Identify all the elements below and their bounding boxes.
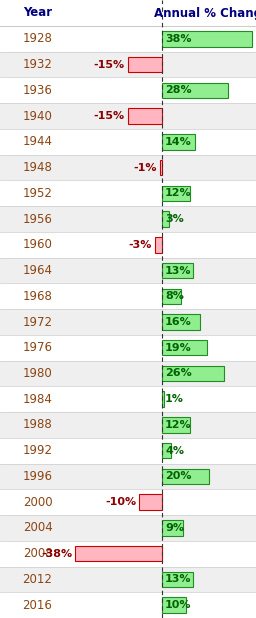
Text: 4%: 4% [165, 446, 184, 455]
FancyBboxPatch shape [75, 546, 162, 561]
FancyBboxPatch shape [0, 258, 256, 284]
FancyBboxPatch shape [0, 206, 256, 232]
Text: 28%: 28% [165, 85, 192, 95]
FancyBboxPatch shape [0, 232, 256, 258]
Text: 9%: 9% [165, 523, 184, 533]
FancyBboxPatch shape [155, 237, 162, 253]
Text: 2004: 2004 [23, 522, 52, 535]
FancyBboxPatch shape [162, 340, 207, 355]
FancyBboxPatch shape [0, 412, 256, 438]
FancyBboxPatch shape [0, 567, 256, 592]
Text: 14%: 14% [165, 137, 192, 147]
Text: 2012: 2012 [23, 573, 52, 586]
FancyBboxPatch shape [0, 154, 256, 180]
FancyBboxPatch shape [162, 83, 228, 98]
Text: 1996: 1996 [23, 470, 52, 483]
FancyBboxPatch shape [0, 438, 256, 464]
FancyBboxPatch shape [0, 541, 256, 567]
FancyBboxPatch shape [162, 185, 190, 201]
FancyBboxPatch shape [0, 515, 256, 541]
FancyBboxPatch shape [0, 361, 256, 386]
FancyBboxPatch shape [0, 180, 256, 206]
Text: 1944: 1944 [23, 135, 52, 148]
FancyBboxPatch shape [0, 129, 256, 154]
Text: 13%: 13% [165, 574, 191, 585]
Text: Annual % Change: Annual % Change [154, 7, 256, 20]
Text: 2016: 2016 [23, 599, 52, 612]
FancyBboxPatch shape [162, 520, 183, 536]
FancyBboxPatch shape [162, 315, 200, 330]
FancyBboxPatch shape [0, 489, 256, 515]
Text: 1952: 1952 [23, 187, 52, 200]
Text: 1936: 1936 [23, 84, 52, 97]
FancyBboxPatch shape [162, 263, 193, 278]
FancyBboxPatch shape [0, 26, 256, 52]
Text: -3%: -3% [129, 240, 152, 250]
FancyBboxPatch shape [139, 494, 162, 510]
FancyBboxPatch shape [162, 211, 169, 227]
Text: 13%: 13% [165, 266, 191, 276]
FancyBboxPatch shape [128, 108, 162, 124]
FancyBboxPatch shape [0, 103, 256, 129]
FancyBboxPatch shape [162, 366, 223, 381]
Text: 2008: 2008 [23, 547, 52, 560]
FancyBboxPatch shape [162, 417, 190, 433]
Text: Year: Year [23, 7, 52, 20]
Text: 1968: 1968 [23, 290, 52, 303]
FancyBboxPatch shape [162, 391, 164, 407]
FancyBboxPatch shape [0, 0, 256, 26]
FancyBboxPatch shape [0, 592, 256, 618]
FancyBboxPatch shape [0, 284, 256, 309]
FancyBboxPatch shape [0, 464, 256, 489]
Text: 1948: 1948 [23, 161, 52, 174]
Text: 1984: 1984 [23, 392, 52, 406]
FancyBboxPatch shape [162, 134, 195, 150]
Text: 1972: 1972 [23, 316, 52, 329]
Text: 10%: 10% [165, 600, 191, 610]
Text: 12%: 12% [165, 188, 192, 198]
Text: 1976: 1976 [23, 341, 52, 354]
FancyBboxPatch shape [162, 443, 172, 459]
Text: 16%: 16% [165, 317, 192, 327]
Text: 1964: 1964 [23, 264, 52, 277]
Text: 12%: 12% [165, 420, 192, 430]
Text: 1988: 1988 [23, 418, 52, 431]
Text: 19%: 19% [165, 343, 192, 353]
Text: 1980: 1980 [23, 367, 52, 380]
Text: -15%: -15% [93, 111, 125, 121]
FancyBboxPatch shape [0, 386, 256, 412]
Text: 1940: 1940 [23, 109, 52, 122]
FancyBboxPatch shape [162, 572, 193, 587]
Text: 8%: 8% [165, 291, 184, 301]
FancyBboxPatch shape [0, 309, 256, 335]
Text: 3%: 3% [165, 214, 184, 224]
FancyBboxPatch shape [162, 468, 209, 484]
FancyBboxPatch shape [160, 160, 162, 176]
Text: 1960: 1960 [23, 239, 52, 252]
FancyBboxPatch shape [162, 289, 181, 304]
Text: -10%: -10% [105, 497, 136, 507]
Text: -38%: -38% [41, 549, 72, 559]
FancyBboxPatch shape [0, 52, 256, 77]
Text: 1%: 1% [165, 394, 184, 404]
Text: 1928: 1928 [23, 32, 52, 45]
Text: 1932: 1932 [23, 58, 52, 71]
FancyBboxPatch shape [162, 598, 186, 613]
Text: -1%: -1% [133, 163, 157, 172]
Text: 26%: 26% [165, 368, 192, 378]
Text: 2000: 2000 [23, 496, 52, 509]
FancyBboxPatch shape [0, 335, 256, 361]
Text: 1956: 1956 [23, 213, 52, 226]
FancyBboxPatch shape [128, 57, 162, 72]
Text: 20%: 20% [165, 472, 191, 481]
FancyBboxPatch shape [162, 31, 252, 46]
FancyBboxPatch shape [0, 77, 256, 103]
Text: -15%: -15% [93, 59, 125, 70]
Text: 1992: 1992 [23, 444, 52, 457]
Text: 38%: 38% [165, 34, 191, 44]
